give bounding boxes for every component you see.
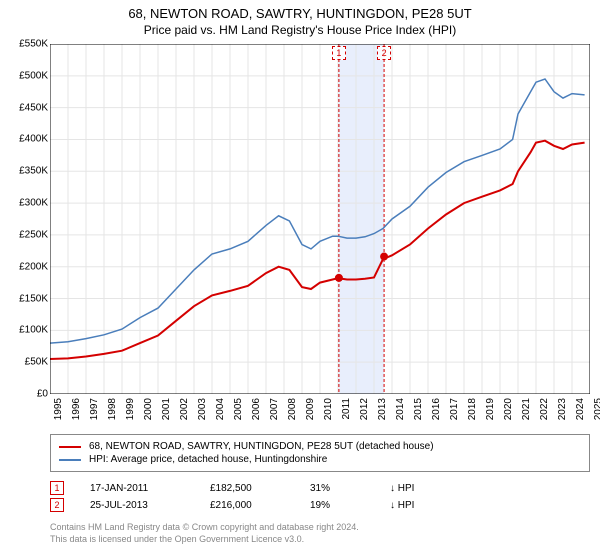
x-tick-label: 2018	[467, 398, 478, 420]
y-tick-label: £150K	[19, 293, 48, 304]
sale-gap-pct-2: 19%	[310, 500, 390, 511]
sale-price-1: £182,500	[210, 483, 310, 494]
x-tick-label: 2003	[197, 398, 208, 420]
x-tick-label: 2002	[179, 398, 190, 420]
legend-row-property: 68, NEWTON ROAD, SAWTRY, HUNTINGDON, PE2…	[59, 441, 581, 452]
plot-area: 12	[50, 44, 590, 394]
x-tick-label: 1997	[89, 398, 100, 420]
legend-label-hpi: HPI: Average price, detached house, Hunt…	[89, 454, 327, 465]
x-tick-label: 2005	[233, 398, 244, 420]
legend-swatch-property	[59, 446, 81, 448]
chart-container: 68, NEWTON ROAD, SAWTRY, HUNTINGDON, PE2…	[0, 0, 600, 560]
x-tick-label: 2015	[413, 398, 424, 420]
x-tick-label: 2009	[305, 398, 316, 420]
y-tick-label: £550K	[19, 39, 48, 50]
y-tick-label: £300K	[19, 198, 48, 209]
x-tick-label: 2012	[359, 398, 370, 420]
sale-marker-1: 1	[50, 481, 64, 495]
sale-row-1: 1 17-JAN-2011 £182,500 31% ↓ HPI	[50, 481, 590, 495]
y-tick-label: £350K	[19, 166, 48, 177]
y-tick-label: £400K	[19, 134, 48, 145]
x-tick-label: 2014	[395, 398, 406, 420]
x-tick-label: 1995	[53, 398, 64, 420]
x-tick-label: 2020	[503, 398, 514, 420]
chart-title: 68, NEWTON ROAD, SAWTRY, HUNTINGDON, PE2…	[0, 6, 600, 21]
legend-box: 68, NEWTON ROAD, SAWTRY, HUNTINGDON, PE2…	[50, 434, 590, 472]
x-tick-label: 2010	[323, 398, 334, 420]
x-tick-label: 2024	[575, 398, 586, 420]
x-tick-label: 2017	[449, 398, 460, 420]
sale-row-2: 2 25-JUL-2013 £216,000 19% ↓ HPI	[50, 498, 590, 512]
chart-subtitle: Price paid vs. HM Land Registry's House …	[0, 23, 600, 37]
sale-date-1: 17-JAN-2011	[90, 483, 210, 494]
y-tick-label: £250K	[19, 229, 48, 240]
y-tick-label: £500K	[19, 70, 48, 81]
x-tick-label: 2008	[287, 398, 298, 420]
x-tick-label: 2004	[215, 398, 226, 420]
sale-gap-pct-1: 31%	[310, 483, 390, 494]
x-tick-label: 2023	[557, 398, 568, 420]
x-tick-label: 1998	[107, 398, 118, 420]
sale-gap-dir-2: ↓ HPI	[390, 500, 414, 511]
y-tick-label: £0	[37, 389, 48, 400]
event-marker-2: 2	[377, 46, 391, 60]
plot-svg	[50, 44, 590, 394]
sale-date-2: 25-JUL-2013	[90, 500, 210, 511]
x-tick-label: 2013	[377, 398, 388, 420]
titles: 68, NEWTON ROAD, SAWTRY, HUNTINGDON, PE2…	[0, 0, 600, 37]
x-tick-label: 2021	[521, 398, 532, 420]
x-tick-label: 2011	[341, 398, 352, 420]
footer-line-2: This data is licensed under the Open Gov…	[50, 534, 590, 546]
x-tick-label: 2016	[431, 398, 442, 420]
sale-price-2: £216,000	[210, 500, 310, 511]
event-marker-1: 1	[332, 46, 346, 60]
x-tick-label: 2025	[593, 398, 600, 420]
x-tick-label: 2000	[143, 398, 154, 420]
x-tick-label: 1999	[125, 398, 136, 420]
footer: Contains HM Land Registry data © Crown c…	[50, 522, 590, 545]
y-tick-label: £450K	[19, 102, 48, 113]
legend-row-hpi: HPI: Average price, detached house, Hunt…	[59, 454, 581, 465]
x-tick-label: 2001	[161, 398, 172, 420]
x-tick-label: 1996	[71, 398, 82, 420]
y-tick-label: £50K	[25, 357, 48, 368]
sale-marker-2: 2	[50, 498, 64, 512]
x-tick-label: 2006	[251, 398, 262, 420]
y-tick-label: £100K	[19, 325, 48, 336]
footer-line-1: Contains HM Land Registry data © Crown c…	[50, 522, 590, 534]
sale-gap-dir-1: ↓ HPI	[390, 483, 414, 494]
x-tick-label: 2022	[539, 398, 550, 420]
legend-label-property: 68, NEWTON ROAD, SAWTRY, HUNTINGDON, PE2…	[89, 441, 434, 452]
x-tick-label: 2019	[485, 398, 496, 420]
legend-swatch-hpi	[59, 459, 81, 461]
x-tick-label: 2007	[269, 398, 280, 420]
y-tick-label: £200K	[19, 261, 48, 272]
sales-table: 1 17-JAN-2011 £182,500 31% ↓ HPI 2 25-JU…	[50, 478, 590, 515]
